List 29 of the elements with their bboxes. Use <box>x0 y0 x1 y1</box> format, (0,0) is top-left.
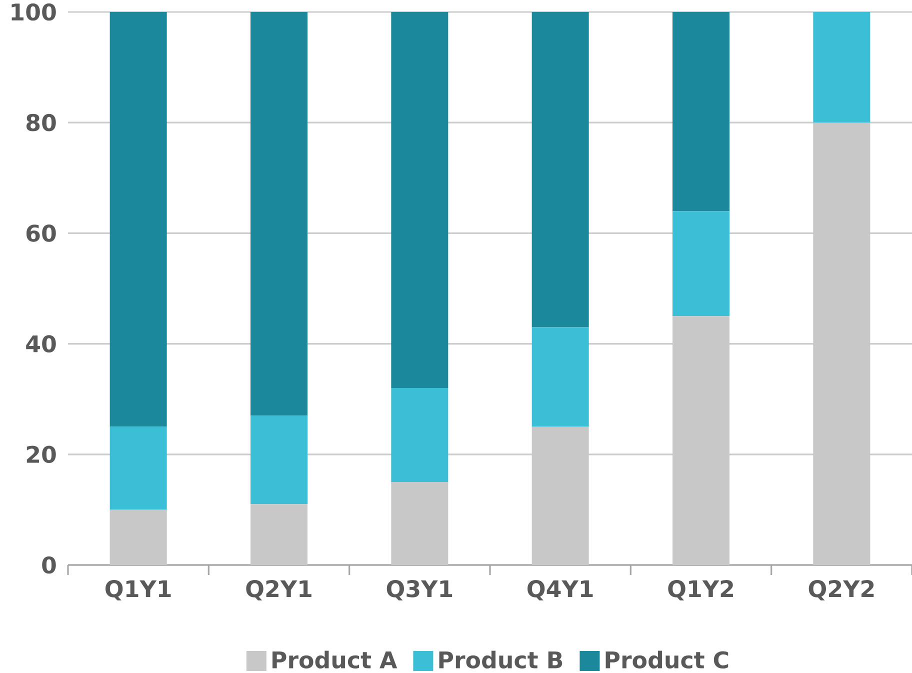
y-tick-label: 60 <box>26 224 56 242</box>
bar <box>532 327 589 427</box>
bar <box>110 426 167 510</box>
bar <box>532 12 589 328</box>
y-tick-label: 0 <box>42 556 56 574</box>
bar <box>250 416 308 504</box>
bar <box>391 12 448 388</box>
legend-label: Product C <box>606 650 728 669</box>
bar <box>813 12 870 123</box>
bar <box>672 211 730 316</box>
bar <box>672 12 730 212</box>
y-tick-label: 40 <box>26 335 56 352</box>
x-tick-label: Q1Y1 <box>106 580 171 600</box>
bar <box>250 12 308 416</box>
bar <box>391 482 448 565</box>
legend-label: Product B <box>439 650 562 669</box>
y-tick-label: 20 <box>26 446 56 464</box>
x-tick-label: Q4Y1 <box>528 580 593 600</box>
bar <box>391 388 448 482</box>
legend-label: Product A <box>272 650 398 669</box>
x-tick-label: Q1Y2 <box>668 580 733 600</box>
y-tick-label: 100 <box>12 3 56 21</box>
bar <box>110 510 167 565</box>
x-tick-label: Q2Y1 <box>246 580 312 600</box>
bar <box>110 12 167 427</box>
x-tick-label: Q2Y2 <box>808 580 874 600</box>
bar <box>250 504 308 565</box>
y-tick-label: 80 <box>26 114 56 132</box>
x-tick-label: Q3Y1 <box>386 580 452 600</box>
